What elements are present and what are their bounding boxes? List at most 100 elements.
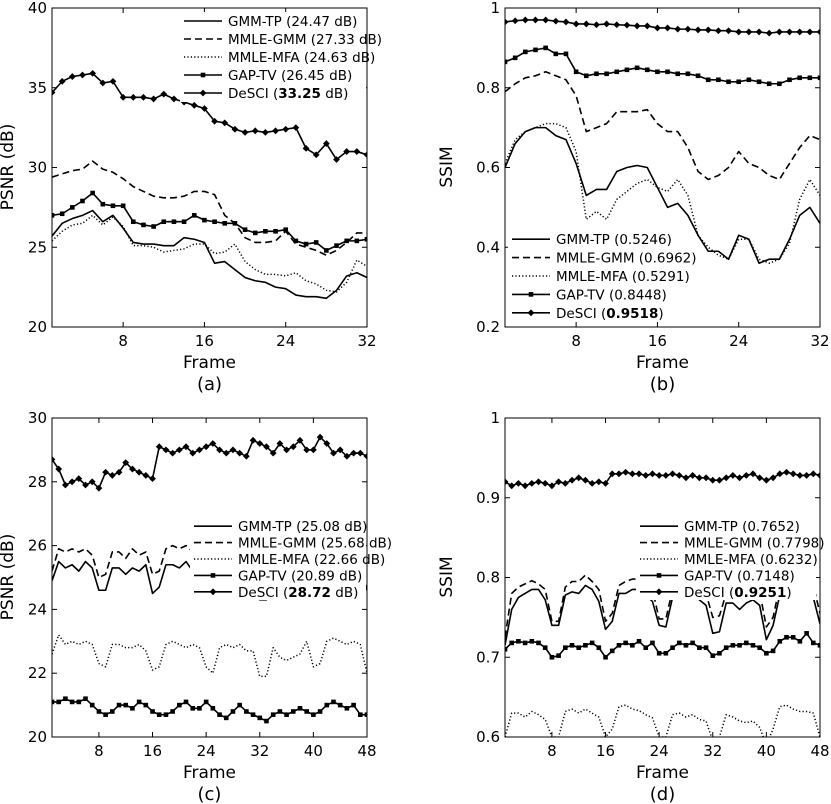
series-gap-tv-point <box>787 77 792 83</box>
series-desci-point <box>541 480 549 487</box>
legend-label-mmle-mfa: MMLE-MFA (24.63 dB) <box>228 50 375 66</box>
series-gap-tv-point <box>797 639 803 644</box>
legend-label-mmle-mfa: MMLE-MFA (0.5291) <box>556 269 690 285</box>
series-desci-line <box>52 436 367 489</box>
series-desci-point <box>552 17 560 25</box>
series-desci-point <box>572 20 580 28</box>
series-gap-tv-point <box>697 645 702 650</box>
series-gap-tv-point <box>807 75 813 81</box>
series-gap-tv-point <box>344 705 350 711</box>
series-gap-tv-point <box>604 71 609 77</box>
series-gap-tv-point <box>623 640 628 646</box>
y-tick-label: 20 <box>28 728 47 746</box>
series-desci-point <box>749 470 757 478</box>
series-gap-tv-point <box>130 219 136 225</box>
series-gap-tv-point <box>811 640 816 646</box>
series-gap-tv <box>505 45 820 87</box>
series-gap-tv-point <box>624 67 630 73</box>
series-gap-tv <box>505 631 820 660</box>
legend-item-mmle-mfa: MMLE-MFA (24.63 dB) <box>184 50 375 66</box>
series-desci-point <box>786 28 793 36</box>
series-desci-point <box>276 440 284 447</box>
legend-label-mmle-gmm: MMLE-GMM (0.7798) <box>684 536 825 552</box>
series-gap-tv-point <box>351 702 356 708</box>
series-gap-tv-point <box>703 645 709 650</box>
series-gap-tv-point <box>784 635 789 640</box>
series-gap-tv-point <box>573 69 579 75</box>
series-desci-point <box>555 478 563 486</box>
series-gap-tv-point <box>197 705 202 711</box>
series-desci-point <box>532 16 539 24</box>
series-gap-tv-point <box>242 227 248 232</box>
series-desci-point <box>330 449 337 457</box>
series-desci-point <box>775 28 783 36</box>
series-gap-tv <box>52 696 367 724</box>
panel-a-ticks: 8 16 24 32 20 25 30 35 40 <box>28 0 377 350</box>
panel-b-plot-area <box>505 16 820 265</box>
legend-item-desci: DeSCI (0.9518) <box>512 306 664 322</box>
series-gap-tv-point <box>736 79 742 85</box>
series-desci-point <box>350 449 357 457</box>
x-tick-label: 40 <box>757 742 776 760</box>
series-desci-point <box>816 28 820 36</box>
legend-item-mmle-mfa: MMLE-MFA (22.66 dB) <box>194 552 385 568</box>
series-gmm-tp <box>505 126 820 265</box>
series-desci <box>505 468 820 490</box>
series-gap-tv-point <box>136 699 142 705</box>
series-gap-tv-point <box>737 642 742 648</box>
series-gap-tv-point <box>177 702 182 708</box>
series-gap-tv-point <box>90 190 95 196</box>
series-desci-point <box>561 480 569 487</box>
series-gap-tv-point <box>616 642 622 648</box>
panel-d: 8 16 24 32 40 48 0.6 0.7 0.8 0.9 1 GMM-TP (0.7652)… <box>437 409 830 804</box>
legend-prefix: MMLE-MFA ( <box>238 552 319 568</box>
series-desci-point <box>521 482 529 490</box>
legend-unit: dB) <box>348 50 375 66</box>
series-gap-tv-point <box>710 653 716 658</box>
y-tick-label: 0.2 <box>476 318 500 336</box>
series-gap-tv-point <box>237 702 242 708</box>
legend-label-mmle-gmm: MMLE-GMM (0.6962) <box>556 251 697 267</box>
series-gap-tv-point <box>358 712 363 717</box>
legend-prefix: GAP-TV ( <box>228 68 286 84</box>
series-gap-tv-point <box>817 75 820 81</box>
series-desci-point <box>582 20 590 28</box>
legend-label-desci: DeSCI (0.9251) <box>684 585 792 601</box>
series-gap-tv-point <box>217 712 222 717</box>
series-desci-point <box>622 468 630 476</box>
series-gap-tv-point <box>609 648 615 654</box>
series-gap-tv-point <box>589 640 595 646</box>
series-gap-tv-point <box>533 47 538 53</box>
legend-label-gap-tv: GAP-TV (0.7148) <box>684 568 795 584</box>
legend-score: 33.25 <box>278 86 321 102</box>
series-desci-point <box>628 470 636 478</box>
legend-score: 0.7148 <box>742 568 789 584</box>
legend-marker-gap-tv <box>210 573 216 578</box>
legend-prefix: MMLE-MFA ( <box>684 552 765 568</box>
series-desci-point <box>249 436 257 444</box>
series-desci-point <box>528 480 536 487</box>
series-desci <box>52 70 367 163</box>
series-desci-point <box>68 73 76 80</box>
series-gap-tv-point <box>726 79 731 85</box>
series-desci-point <box>623 21 631 29</box>
series-desci-point <box>242 452 250 460</box>
legend-item-gap-tv: GAP-TV (26.45 dB) <box>184 68 352 84</box>
series-gap-tv-point <box>344 238 349 244</box>
series-gap-tv-point <box>293 238 299 244</box>
series-gap-tv-point <box>505 59 508 65</box>
series-desci-point <box>62 481 69 489</box>
series-desci-point <box>52 456 56 463</box>
series-desci-point <box>608 470 616 478</box>
series-gap-tv-point <box>70 205 75 210</box>
y-tick-label: 0.6 <box>476 159 500 177</box>
series-desci-point <box>155 443 163 451</box>
series-gap-tv-point <box>516 639 521 644</box>
series-desci-point <box>251 127 259 135</box>
series-desci-point <box>714 27 722 35</box>
series-desci-point <box>211 117 218 125</box>
legend-item-mmle-gmm: MMLE-GMM (25.68 dB) <box>194 536 392 552</box>
legend-unit: ) <box>661 287 666 303</box>
series-desci-point <box>689 472 697 479</box>
series-gap-tv-point <box>594 71 599 77</box>
